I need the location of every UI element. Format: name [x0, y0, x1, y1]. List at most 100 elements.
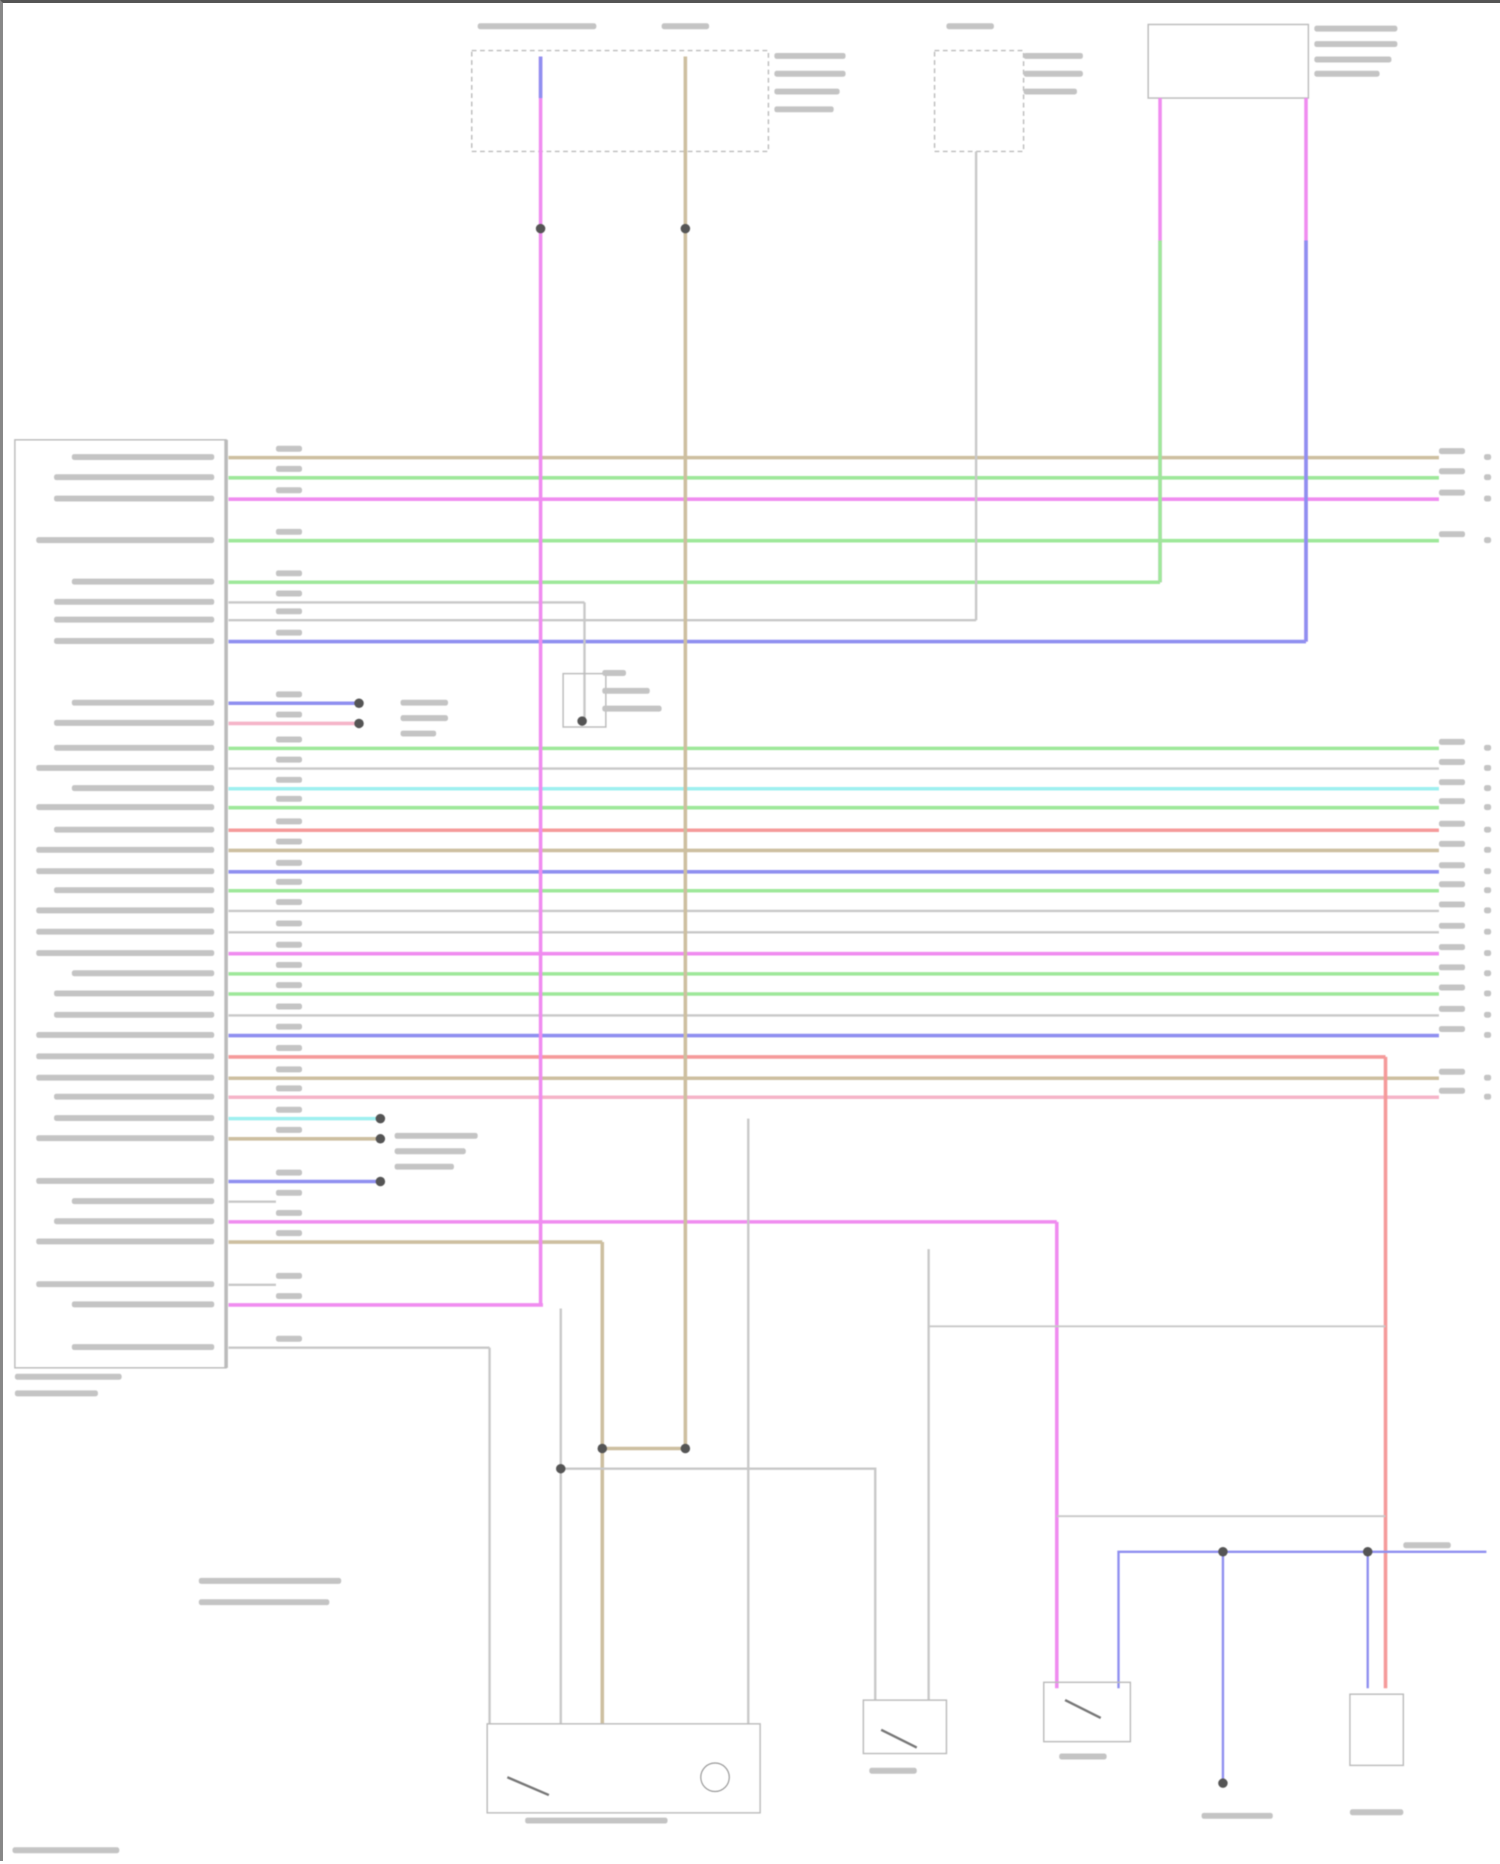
wire-color-label [275, 756, 303, 763]
illegible-label [1023, 88, 1077, 95]
wire-color-label [275, 776, 303, 783]
illegible-label [394, 1132, 478, 1139]
illegible-label [477, 23, 597, 30]
switch-contact-icon [1064, 1699, 1102, 1719]
illegible-label [774, 106, 834, 113]
pin-number [1484, 1031, 1492, 1038]
wire-color-label [275, 1003, 303, 1010]
illegible-label [946, 23, 994, 30]
illegible-label [198, 1577, 342, 1584]
pin-label [54, 719, 215, 726]
wire-color-label [1438, 901, 1466, 908]
illegible-label [602, 687, 650, 694]
wire-color-label [1438, 881, 1466, 888]
illegible-label [1059, 1753, 1107, 1760]
pin-number [1484, 950, 1492, 957]
splice-dot [1218, 1547, 1228, 1557]
pin-label [54, 1218, 215, 1225]
wire-color-label [1438, 922, 1466, 929]
wire [1117, 1550, 1487, 1689]
fuse-box-right [933, 49, 1025, 153]
wire-color-label [1438, 1026, 1466, 1032]
wire-color-label [275, 1335, 303, 1342]
wire-color-label [275, 838, 303, 845]
wire-color-label [1438, 944, 1466, 951]
wire-color-label [275, 1066, 303, 1073]
pin-label [54, 826, 215, 833]
wire-color-label [1438, 738, 1466, 745]
pin-number [1484, 1011, 1492, 1018]
splice-dot [680, 1443, 691, 1454]
wire-color-label [275, 590, 303, 597]
pin-label [54, 495, 215, 502]
pin-label [36, 907, 215, 914]
pin-number [1484, 744, 1492, 751]
pin-label [54, 887, 215, 894]
wire-color-label [1438, 1087, 1466, 1094]
switch-contact-icon [506, 1776, 550, 1797]
illegible-label [602, 670, 627, 676]
pin-number [1484, 537, 1492, 544]
pin-label [36, 1238, 215, 1245]
pin-label [36, 804, 215, 811]
illegible-label [869, 1767, 917, 1774]
illegible-label [400, 699, 449, 706]
splice-dot [1362, 1547, 1373, 1557]
illegible-label [14, 1373, 122, 1380]
wire-color-label [275, 608, 303, 615]
wire-color-label [275, 736, 303, 743]
pin-number [1484, 1093, 1492, 1100]
ground-box [562, 672, 607, 728]
pin-label [71, 578, 215, 585]
pin-label [36, 1135, 215, 1142]
splice-dot [680, 223, 691, 234]
pin-label [71, 785, 215, 792]
pin-label [71, 970, 215, 977]
wire-color-label [1438, 798, 1466, 805]
pin-number [1484, 454, 1492, 461]
illegible-label [12, 1847, 120, 1854]
wire-color-label [275, 859, 303, 866]
pin-label [71, 699, 215, 706]
pin-label [71, 1198, 215, 1205]
wire-color-label [275, 818, 303, 825]
pin-number [1484, 990, 1492, 997]
pin-label [36, 1177, 215, 1184]
wiring-diagram [12, 23, 1492, 1854]
wire-color-label [1438, 759, 1466, 765]
bottom-switch-2 [1043, 1681, 1132, 1743]
wire-color-label [275, 982, 303, 989]
wire-color-label [275, 1085, 303, 1092]
splice-dot [375, 1176, 386, 1187]
pin-number [1484, 495, 1492, 502]
wire-color-label [275, 878, 303, 885]
pin-label [54, 990, 215, 997]
wire-color-label [275, 570, 303, 577]
wire-color-label [275, 920, 303, 927]
illegible-label [400, 715, 449, 722]
wire-color-label [1438, 531, 1466, 538]
wire-color-label [275, 1272, 303, 1279]
wire-color-label [275, 1230, 303, 1237]
illegible-label [1023, 52, 1083, 59]
pin-label [54, 474, 215, 481]
wire-color-label [1438, 984, 1466, 991]
illegible-label [394, 1148, 466, 1155]
lamp-icon [700, 1762, 730, 1793]
wire-color-label [275, 899, 303, 906]
illegible-label [1314, 25, 1398, 32]
pin-label [36, 537, 215, 544]
pin-label [71, 1344, 215, 1351]
wire-color-label [275, 961, 303, 968]
bottom-motor [1349, 1693, 1405, 1767]
top-right-component-box [1147, 23, 1310, 99]
wire-color-label [1438, 840, 1466, 847]
wire-color-label [1438, 820, 1466, 827]
pin-label [36, 764, 215, 771]
splice-dot [354, 718, 364, 729]
splice-dot [577, 716, 587, 726]
illegible-label [1314, 56, 1392, 63]
pin-number [1484, 887, 1492, 894]
pin-label [36, 868, 215, 875]
switch-contact-icon [880, 1728, 918, 1749]
